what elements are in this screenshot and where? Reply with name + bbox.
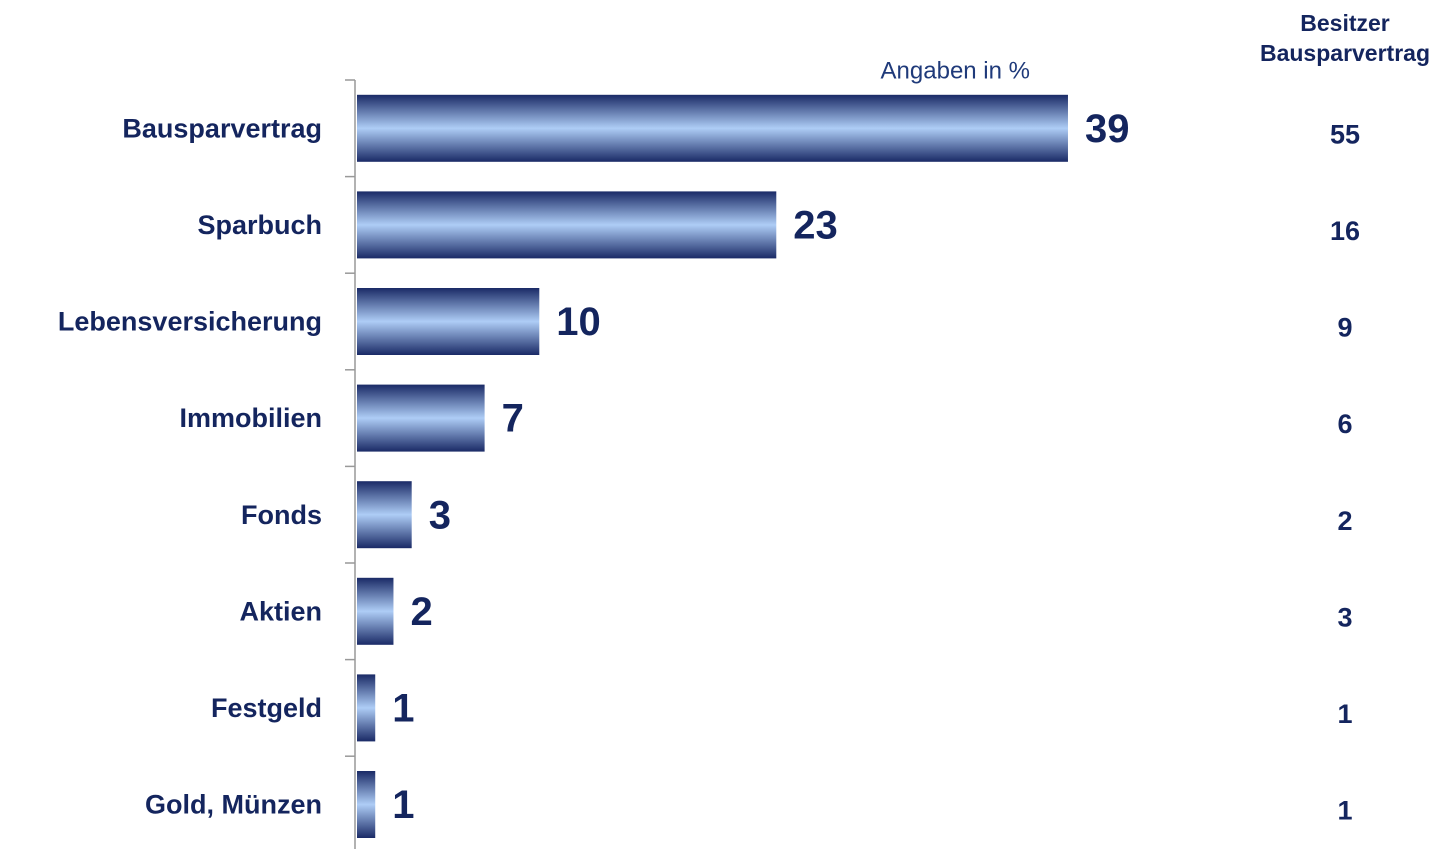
bar	[357, 384, 485, 452]
owner-value: 55	[1330, 119, 1360, 149]
value-label: 1	[392, 783, 414, 827]
category-label: Fonds	[241, 500, 322, 530]
value-label: 1	[392, 686, 414, 730]
category-label: Sparbuch	[197, 210, 322, 240]
value-label: 10	[556, 300, 601, 344]
owner-value: 9	[1337, 313, 1352, 343]
owner-value: 6	[1337, 409, 1352, 439]
category-label: Lebensversicherung	[58, 307, 322, 337]
bar	[357, 481, 412, 549]
column-title: Besitzer Bausparvertrag	[1259, 10, 1431, 66]
category-label: Bausparvertrag	[122, 113, 322, 143]
owner-value: 1	[1337, 796, 1352, 826]
value-label: 39	[1085, 107, 1130, 151]
value-label: 2	[410, 590, 432, 634]
bar	[357, 577, 394, 645]
subtitle: Angaben in %	[881, 57, 1030, 84]
owner-value: 3	[1337, 602, 1352, 632]
category-label: Festgeld	[211, 693, 322, 723]
value-label: 23	[793, 203, 838, 247]
category-label: Immobilien	[179, 403, 322, 433]
bar	[357, 191, 777, 259]
category-label: Gold, Münzen	[145, 790, 322, 820]
bar	[357, 288, 540, 355]
owner-value: 2	[1337, 506, 1352, 536]
owner-value: 1	[1337, 699, 1352, 729]
bar	[357, 674, 376, 742]
bar	[357, 94, 1068, 162]
bar	[357, 771, 376, 838]
owner-value: 16	[1330, 216, 1360, 246]
category-label: Aktien	[239, 596, 322, 626]
value-label: 3	[429, 493, 451, 537]
value-label: 7	[502, 397, 524, 441]
